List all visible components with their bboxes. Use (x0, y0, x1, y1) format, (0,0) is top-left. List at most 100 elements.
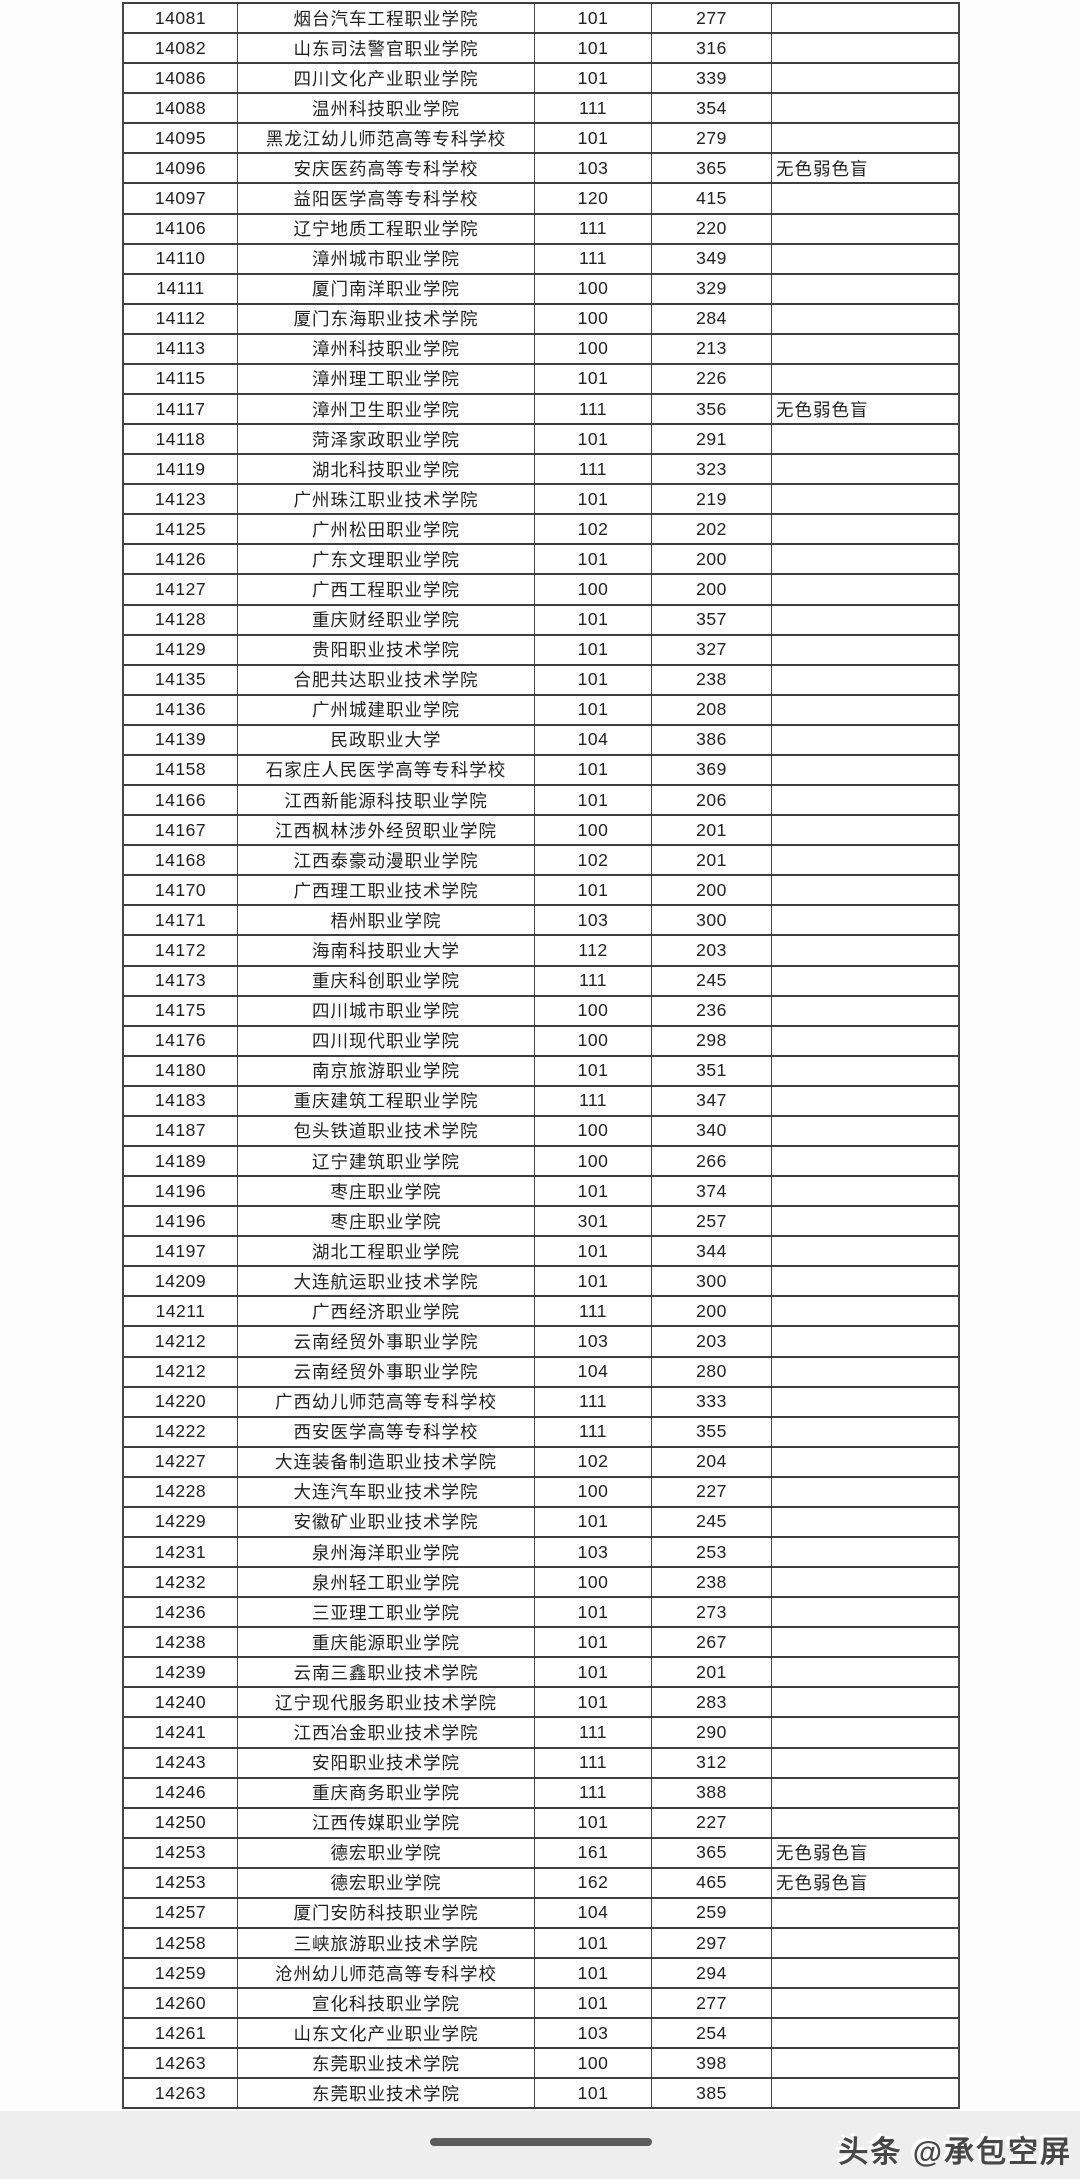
cell-remark (772, 215, 958, 243)
cell-remark (772, 1929, 958, 1957)
cell-remark (772, 1358, 958, 1386)
cell-major-code: 111 (535, 214, 652, 243)
cell-school-code: 14167 (124, 816, 238, 845)
cell-school-name: 菏泽家政职业学院 (238, 425, 535, 454)
cell-score: 226 (652, 364, 772, 394)
table-row: 14123 广州珠江职业技术学院 101 219 (124, 485, 958, 516)
cell-remark (772, 1809, 958, 1837)
cell-major-code: 111 (535, 1778, 652, 1807)
cell-major-code: 111 (535, 1086, 652, 1115)
cell-school-code: 14112 (124, 304, 238, 333)
cell-school-code: 14081 (124, 4, 238, 33)
cell-major-code: 111 (535, 94, 652, 123)
cell-school-code: 14096 (124, 154, 238, 183)
cell-major-code: 101 (535, 876, 652, 905)
cell-school-name: 广西经济职业学院 (238, 1297, 535, 1326)
table-row: 14173 重庆科创职业学院 111 245 (124, 966, 958, 997)
cell-major-code: 112 (535, 936, 652, 965)
cell-school-code: 14241 (124, 1718, 238, 1747)
cell-major-code: 103 (535, 906, 652, 935)
table-row: 14253 德宏职业学院 161 365 无色弱色盲 (124, 1838, 958, 1869)
cell-remark (772, 1297, 958, 1325)
cell-school-code: 14261 (124, 2019, 238, 2048)
cell-score: 203 (652, 936, 772, 965)
cell-school-code: 14106 (124, 214, 238, 243)
table-row: 14236 三亚理工职业学院 101 273 (124, 1598, 958, 1629)
table-row: 14228 大连汽车职业技术学院 100 227 (124, 1477, 958, 1508)
cell-remark (772, 696, 958, 724)
cell-remark (772, 124, 958, 152)
cell-school-name: 合肥共达职业技术学院 (238, 665, 535, 694)
cell-remark: 无色弱色盲 (776, 1873, 869, 1894)
cell-remark (772, 1508, 958, 1536)
cell-remark (772, 1779, 958, 1807)
cell-score: 267 (652, 1628, 772, 1657)
cell-school-name: 大连航运职业技术学院 (238, 1267, 535, 1296)
cell-score: 297 (652, 1929, 772, 1958)
cell-school-code: 14196 (124, 1207, 238, 1236)
cell-major-code: 111 (535, 1718, 652, 1747)
cell-school-name: 广西工程职业学院 (238, 575, 535, 604)
cell-remark (772, 1237, 958, 1265)
table-row: 14261 山东文化产业职业学院 103 254 (124, 2019, 958, 2050)
cell-score: 236 (652, 996, 772, 1025)
cell-major-code: 100 (535, 816, 652, 845)
cell-score: 259 (652, 1898, 772, 1927)
cell-school-name: 三亚理工职业学院 (238, 1598, 535, 1627)
cell-major-code: 102 (535, 846, 652, 875)
table-row: 14170 广西理工职业技术学院 101 200 (124, 876, 958, 907)
cell-score: 374 (652, 1177, 772, 1206)
bottom-strip: 头条 @承包空屏 (0, 2111, 1080, 2179)
cell-school-name: 江西新能源科技职业学院 (238, 786, 535, 815)
cell-remark (772, 4, 958, 32)
cell-score: 340 (652, 1116, 772, 1145)
cell-score: 277 (652, 1989, 772, 2018)
cell-major-code: 101 (535, 1237, 652, 1266)
cell-major-code: 100 (535, 1568, 652, 1597)
cell-major-code: 301 (535, 1207, 652, 1236)
cell-remark (772, 876, 958, 904)
cell-major-code: 101 (535, 695, 652, 724)
cell-score: 415 (652, 184, 772, 213)
cell-score: 388 (652, 1778, 772, 1807)
cell-school-code: 14171 (124, 906, 238, 935)
cell-major-code: 102 (535, 515, 652, 544)
table-row: 14158 石家庄人民医学高等专科学校 101 369 (124, 755, 958, 787)
table-row: 14229 安徽矿业职业技术学院 101 245 (124, 1507, 958, 1538)
cell-score: 327 (652, 635, 772, 664)
cell-school-code: 14158 (124, 755, 238, 785)
cell-school-code: 14118 (124, 425, 238, 454)
cell-school-name: 包头铁道职业技术学院 (238, 1116, 535, 1145)
cell-major-code: 103 (535, 154, 652, 183)
cell-score: 323 (652, 455, 772, 484)
cell-major-code: 101 (535, 64, 652, 93)
cell-remark (772, 1327, 958, 1355)
table-row: 14258 三峡旅游职业技术学院 101 297 (124, 1929, 958, 1960)
cell-school-code: 14175 (124, 996, 238, 1025)
cell-school-name: 云南三鑫职业技术学院 (238, 1658, 535, 1687)
cell-remark (772, 1448, 958, 1476)
cell-major-code: 101 (535, 665, 652, 694)
cell-major-code: 111 (535, 966, 652, 995)
table-row: 14250 江西传媒职业学院 101 227 (124, 1808, 958, 1839)
cell-school-name: 山东文化产业职业学院 (238, 2019, 535, 2048)
cell-remark (772, 1207, 958, 1235)
cell-school-code: 14246 (124, 1778, 238, 1807)
cell-school-code: 14253 (124, 1838, 238, 1867)
cell-school-code: 14250 (124, 1808, 238, 1837)
table-row: 14117 漳州卫生职业学院 111 356 无色弱色盲 (124, 395, 958, 426)
cell-remark (772, 1177, 958, 1205)
home-indicator-bar[interactable] (430, 2138, 652, 2146)
table-row: 14119 湖北科技职业学院 111 323 (124, 455, 958, 486)
cell-school-code: 14263 (124, 2049, 238, 2078)
cell-school-name: 辽宁建筑职业学院 (238, 1146, 535, 1176)
cell-school-name: 安庆医药高等专科学校 (238, 154, 535, 183)
cell-major-code: 101 (535, 1658, 652, 1687)
cell-score: 365 (652, 154, 772, 183)
cell-score: 200 (652, 545, 772, 574)
table-row: 14241 江西冶金职业技术学院 111 290 (124, 1718, 958, 1749)
cell-major-code: 162 (535, 1868, 652, 1897)
cell-school-name: 漳州卫生职业学院 (238, 395, 535, 424)
cell-major-code: 161 (535, 1838, 652, 1867)
cell-school-code: 14183 (124, 1086, 238, 1115)
